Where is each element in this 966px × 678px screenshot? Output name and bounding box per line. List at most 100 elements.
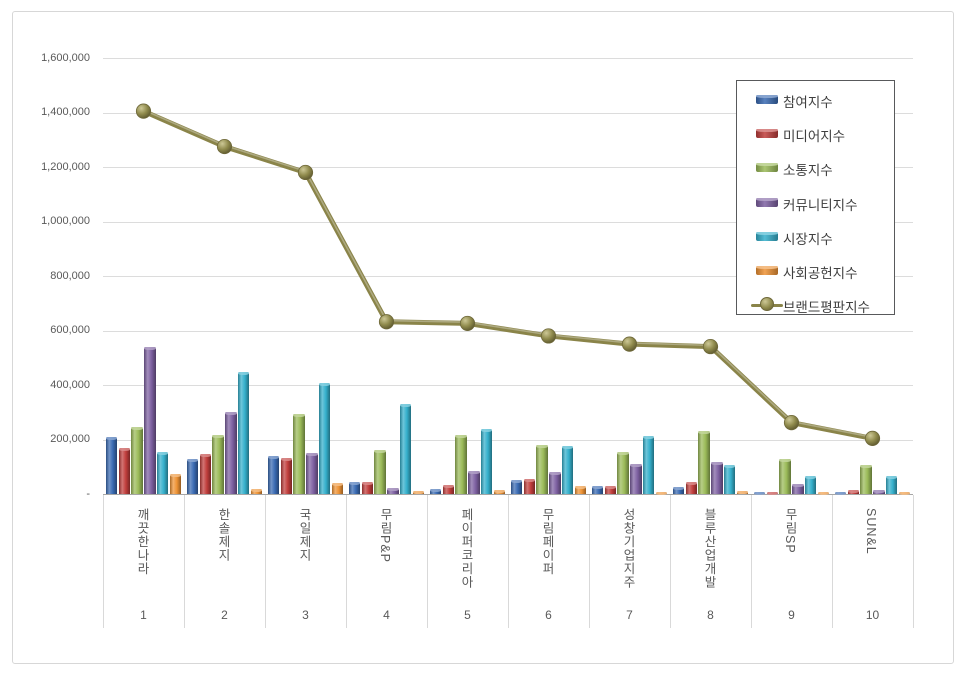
category-separator — [103, 495, 104, 628]
bar-시장지수-rank2 — [237, 372, 250, 494]
category-rank: 10 — [865, 608, 880, 622]
bar-top-highlight — [536, 445, 548, 449]
bar-top-highlight — [442, 485, 455, 488]
category-label: 무림SP — [783, 508, 797, 554]
legend-item-미디어지수: 미디어지수 — [737, 121, 894, 145]
y-tick-label: 400,000 — [50, 378, 90, 391]
bar-top-highlight — [723, 465, 736, 469]
bar-top-highlight — [604, 486, 617, 490]
bar-top-highlight — [374, 450, 386, 454]
category-rank: 6 — [545, 608, 552, 622]
bar-시장지수-rank7 — [642, 435, 655, 494]
bar-미디어지수-rank7 — [604, 486, 617, 494]
bar-top-highlight — [736, 490, 748, 494]
bar-참여지수-rank9 — [754, 491, 766, 495]
bar-top-highlight — [293, 413, 305, 417]
legend-label: 시장지수 — [783, 231, 833, 247]
legend-label: 참여지수 — [783, 95, 833, 110]
bar-참여지수-rank8 — [673, 486, 685, 494]
bar-top-highlight — [361, 481, 374, 485]
category-separator — [346, 495, 347, 628]
bar-top-highlight — [885, 476, 898, 480]
bar-top-highlight — [349, 482, 361, 486]
bar-사회공헌지수-rank8 — [736, 490, 748, 494]
bar-top-highlight — [412, 490, 424, 494]
bar-시장지수-rank6 — [561, 446, 574, 494]
bar-미디어지수-rank3 — [280, 458, 293, 494]
category-label: SUN&L — [864, 508, 878, 555]
legend-label: 커뮤니티지수 — [783, 197, 858, 213]
bar-top-highlight — [817, 492, 829, 495]
bar-top-highlight — [212, 435, 224, 439]
bar-커뮤니티지수-rank4 — [387, 488, 399, 494]
category-rank: 4 — [383, 608, 390, 622]
bar-시장지수-rank8 — [723, 465, 736, 494]
category-rank: 7 — [626, 608, 633, 622]
bar-top-highlight — [804, 476, 817, 479]
bar-top-highlight — [118, 448, 131, 452]
bar-커뮤니티지수-rank6 — [549, 471, 561, 494]
bar-미디어지수-rank2 — [199, 453, 212, 494]
legend-swatch-highlight — [756, 129, 778, 133]
category-separator — [670, 495, 671, 628]
bar-커뮤니티지수-rank5 — [468, 470, 480, 494]
bar-커뮤니티지수-rank3 — [306, 452, 318, 494]
bar-커뮤니티지수-rank1 — [144, 346, 156, 494]
bar-top-highlight — [685, 481, 698, 485]
category-label: 국일제지 — [297, 508, 311, 562]
bar-top-highlight — [199, 453, 212, 457]
category-label: 블루산업개발 — [702, 508, 716, 589]
bar-미디어지수-rank8 — [685, 481, 698, 494]
bar-미디어지수-rank5 — [442, 485, 455, 494]
y-tick-label: - — [86, 487, 90, 500]
bar-top-highlight — [860, 465, 872, 469]
bar-미디어지수-rank4 — [361, 481, 374, 494]
bar-소통지수-rank2 — [212, 435, 224, 494]
bar-top-highlight — [847, 490, 860, 494]
bar-top-highlight — [617, 451, 629, 455]
y-tick-label: 1,600,000 — [41, 51, 90, 64]
category-separator — [913, 495, 914, 628]
legend-swatch-highlight — [756, 197, 778, 201]
bar-참여지수-rank6 — [511, 480, 523, 494]
bar-top-highlight — [455, 435, 467, 439]
legend-box: 참여지수 미디어지수 소통지수 커뮤니티지수 시장지수 사회공헌지수 브랜드평판지수 — [736, 80, 895, 315]
bar-top-highlight — [237, 372, 250, 376]
bar-소통지수-rank7 — [617, 451, 629, 494]
category-label: 한솔제지 — [216, 508, 230, 562]
bar-top-highlight — [280, 458, 293, 462]
legend-item-시장지수: 시장지수 — [737, 224, 894, 248]
bar-top-highlight — [387, 488, 399, 492]
category-label: 무림P&P — [378, 508, 392, 564]
bar-top-highlight — [592, 486, 604, 490]
bar-사회공헌지수-rank1 — [169, 474, 181, 494]
category-label: 성창기업지주 — [621, 508, 635, 589]
gridline-600000 — [103, 330, 913, 332]
y-tick-label: 1,200,000 — [41, 160, 90, 173]
legend-swatch-미디어지수 — [756, 129, 778, 139]
chart-border-frame — [12, 11, 954, 664]
y-tick-label: 600,000 — [50, 324, 90, 336]
bar-top-highlight — [642, 435, 655, 439]
category-label: 페이퍼코리아 — [459, 508, 473, 589]
bar-시장지수-rank3 — [318, 383, 331, 494]
bar-top-highlight — [106, 436, 118, 440]
bar-top-highlight — [698, 431, 710, 435]
category-separator — [832, 495, 833, 628]
y-tick-label: 1,400,000 — [41, 106, 90, 118]
category-rank: 1 — [140, 608, 147, 622]
bar-top-highlight — [306, 452, 318, 456]
bar-top-highlight — [766, 491, 779, 495]
legend-label: 미디어지수 — [783, 129, 846, 145]
category-separator — [751, 495, 752, 628]
bar-top-highlight — [144, 346, 156, 350]
bar-top-highlight — [835, 492, 847, 495]
legend-item-사회공헌지수: 사회공헌지수 — [737, 258, 894, 282]
bar-top-highlight — [549, 471, 561, 475]
category-rank: 2 — [221, 608, 228, 622]
bar-참여지수-rank2 — [187, 459, 199, 494]
bar-참여지수-rank7 — [592, 486, 604, 494]
bar-사회공헌지수-rank10 — [898, 492, 910, 495]
legend-swatch-highlight — [756, 266, 778, 269]
